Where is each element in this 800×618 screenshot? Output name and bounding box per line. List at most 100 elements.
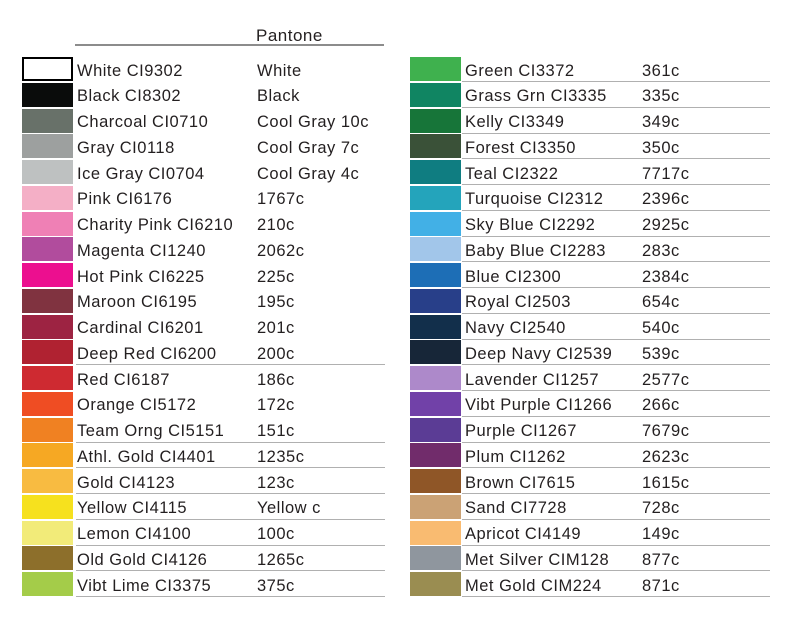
color-row: Athl. Gold CI4401 1235c xyxy=(22,443,385,469)
color-row: Turquoise CI2312 2396c xyxy=(410,185,770,212)
pantone-value: 195c xyxy=(257,293,295,312)
color-swatch xyxy=(410,211,461,236)
color-name: White xyxy=(77,61,122,80)
color-row: Team Orng CI5151 151c xyxy=(22,417,385,444)
color-name: Lavender xyxy=(465,370,538,389)
color-name: Black xyxy=(77,87,120,106)
color-swatch xyxy=(410,185,461,210)
pantone-value: 349c xyxy=(642,113,680,132)
pantone-value: 149c xyxy=(642,525,680,544)
color-code: CI6200 xyxy=(160,344,217,363)
color-label: Teal CI2322 xyxy=(465,162,559,186)
color-code: CI6195 xyxy=(140,293,198,312)
color-swatch xyxy=(22,134,73,159)
pantone-value: 225c xyxy=(257,267,295,286)
row-divider-line xyxy=(76,493,385,495)
color-swatch xyxy=(22,237,73,262)
color-swatch xyxy=(410,443,461,468)
color-name: Red xyxy=(77,370,109,389)
color-swatch xyxy=(22,494,73,519)
color-name: Athl. Gold xyxy=(77,447,155,466)
color-row: Black CI8302 Black xyxy=(22,82,385,109)
color-label: Athl. Gold CI4401 xyxy=(77,445,216,469)
color-code: CI4401 xyxy=(159,447,216,466)
color-swatch xyxy=(410,366,461,391)
color-name: Charity Pink xyxy=(77,216,172,235)
color-label: Deep Navy CI2539 xyxy=(465,342,612,366)
color-code: CI1240 xyxy=(149,241,206,260)
color-code: CI5172 xyxy=(140,396,197,415)
color-label: Sky Blue CI2292 xyxy=(465,214,595,238)
pantone-value: 172c xyxy=(257,396,295,415)
color-row: Gray CI0118 Cool Gray 7c xyxy=(22,134,385,160)
color-name: Vibt Purple xyxy=(465,396,551,415)
color-swatch xyxy=(410,263,461,288)
color-row: Apricot CI4149 149c xyxy=(410,520,770,547)
pantone-value: 7679c xyxy=(642,422,690,441)
color-label: Turquoise CI2312 xyxy=(465,188,603,212)
row-divider-line xyxy=(462,390,770,392)
color-label: Maroon CI6195 xyxy=(77,291,197,315)
color-label: Old Gold CI4126 xyxy=(77,548,207,572)
color-row: White CI9302 White xyxy=(22,57,385,83)
pantone-value: 1767c xyxy=(257,190,305,209)
pantone-value: 7717c xyxy=(642,164,690,183)
color-code: CI0710 xyxy=(152,113,209,132)
color-code: CI3372 xyxy=(518,61,575,80)
pantone-value: 877c xyxy=(642,550,680,569)
color-swatch xyxy=(22,546,73,571)
color-name: Sky Blue xyxy=(465,216,535,235)
color-swatch xyxy=(410,314,461,339)
color-swatch xyxy=(22,263,73,288)
color-label: Baby Blue CI2283 xyxy=(465,239,606,263)
color-name: Met Gold xyxy=(465,576,536,595)
color-label: Kelly CI3349 xyxy=(465,111,564,135)
color-name: Met Silver xyxy=(465,550,544,569)
pantone-value: Cool Gray 4c xyxy=(257,164,360,183)
color-swatch xyxy=(22,160,73,185)
color-name: Lemon xyxy=(77,525,130,544)
pantone-value: 2384c xyxy=(642,267,690,286)
color-code: CI4115 xyxy=(132,499,188,518)
color-name: Plum xyxy=(465,447,505,466)
color-swatch xyxy=(22,417,73,442)
color-name: Orange xyxy=(77,396,136,415)
color-code: CI2292 xyxy=(539,216,596,235)
pantone-value: 1235c xyxy=(257,447,305,466)
pantone-value: 151c xyxy=(257,422,295,441)
color-name: Forest xyxy=(465,138,515,157)
color-swatch xyxy=(22,211,73,236)
color-label: Royal CI2503 xyxy=(465,291,571,315)
color-code: CI3335 xyxy=(550,87,607,106)
color-name: Maroon xyxy=(77,293,136,312)
pantone-value: Yellow c xyxy=(257,499,321,518)
color-swatch xyxy=(410,108,461,133)
color-name: Deep Navy xyxy=(465,344,552,363)
color-name: Baby Blue xyxy=(465,241,545,260)
color-code: CI3375 xyxy=(154,576,212,595)
color-swatch xyxy=(410,391,461,416)
color-label: Cardinal CI6201 xyxy=(77,317,204,341)
color-label: Purple CI1267 xyxy=(465,420,577,444)
color-label: Vibt Lime CI3375 xyxy=(77,574,211,598)
row-divider-line xyxy=(462,132,770,134)
pantone-value: 335c xyxy=(642,87,680,106)
color-code: CI2312 xyxy=(547,190,604,209)
color-code: CI1262 xyxy=(509,447,566,466)
color-name: Sand xyxy=(465,499,506,518)
color-row: Royal CI2503 654c xyxy=(410,288,770,315)
pantone-value: Cool Gray 10c xyxy=(257,113,369,132)
color-label: Hot Pink CI6225 xyxy=(77,265,205,289)
row-divider-line xyxy=(76,544,385,546)
color-swatch xyxy=(410,469,461,494)
pantone-value: 283c xyxy=(642,241,680,260)
color-label: Red CI6187 xyxy=(77,368,170,392)
row-divider-line xyxy=(76,570,385,572)
pantone-value: Black xyxy=(257,87,300,106)
color-name: Magenta xyxy=(77,241,145,260)
pantone-value: 2062c xyxy=(257,241,305,260)
color-swatch xyxy=(410,546,461,571)
color-label: Team Orng CI5151 xyxy=(77,420,224,444)
color-row: Yellow CI4115 Yellow c xyxy=(22,494,385,521)
color-row: Lavender CI1257 2577c xyxy=(410,366,770,392)
